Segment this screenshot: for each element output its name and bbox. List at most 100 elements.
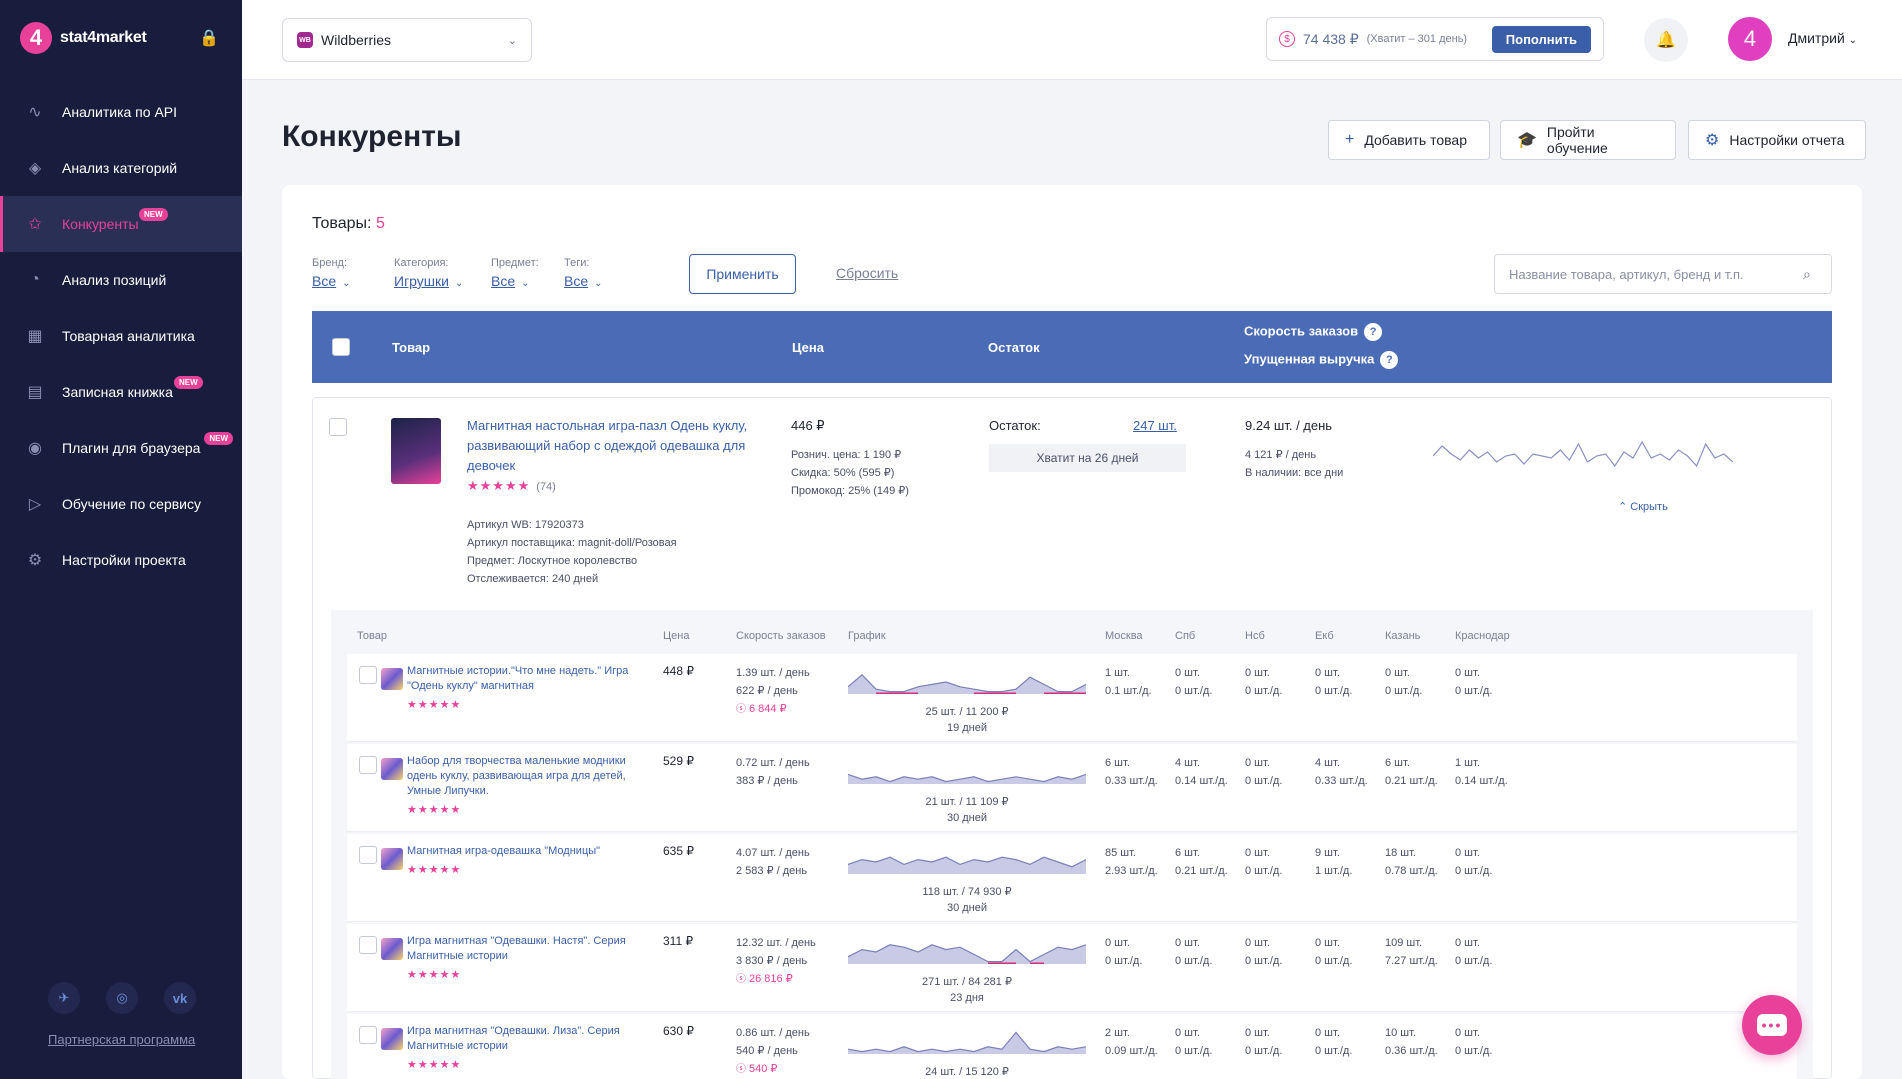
th-price[interactable]: Цена [792,340,824,355]
sub-th-graph: График [848,630,886,642]
meta-line: Отслеживается: 240 дней [467,573,599,585]
vk-icon[interactable]: vk [164,982,196,1014]
city-cell: 0 шт. 0 шт./д. [1315,1024,1352,1060]
competitor-image[interactable] [381,938,403,960]
competitor-name[interactable]: Магнитная игра-одевашка "Модницы" [407,845,601,857]
th-stock[interactable]: Остаток [988,340,1040,355]
lock-icon[interactable]: 🔒 [199,30,219,47]
city-cell: 10 шт. 0.36 шт./д. [1385,1024,1438,1060]
competitor-name[interactable]: Набор для творчества маленькие модники о… [407,755,626,797]
telegram-icon[interactable]: ✈ [48,982,80,1014]
speed-value: 0.72 шт. / день [736,757,810,769]
filter-value-text: Все [312,273,337,289]
play-icon: ▷ [28,496,42,513]
instagram-icon[interactable]: ◎ [106,982,138,1014]
competitor-row[interactable]: Игра магнитная "Одевашки. Лиза". Серия М… [347,1014,1797,1079]
competitor-image[interactable] [381,668,403,690]
competitor-name[interactable]: Игра магнитная "Одевашки. Лиза". Серия М… [407,1025,620,1052]
city-count: 1 шт. [1455,757,1480,769]
competitor-row[interactable]: Магнитная игра-одевашка "Модницы" ★★★★★ 63… [347,834,1797,922]
filter-3[interactable]: Теги: Все ⌄ [564,257,603,289]
sub-th-speed: Скорость заказов [736,630,826,642]
bell-icon[interactable]: 🔔 [1644,18,1688,62]
sidebar-item-0[interactable]: ∿ Аналитика по API [0,84,242,140]
partner-program-link[interactable]: Партнерская программа [48,1032,196,1047]
products-label: Товары: [312,215,372,232]
action-button-1[interactable]: 🎓 Пройти обучение [1500,120,1676,160]
sidebar-item-4[interactable]: ▦ Товарная аналитика [0,308,242,364]
sidebar-item-6[interactable]: ◉ Плагин для браузера NEW [0,420,242,476]
product-image[interactable] [391,418,441,484]
products-number: 5 [375,215,385,232]
competitor-checkbox[interactable] [359,846,377,864]
city-cell: 0 шт. 0 шт./д. [1245,844,1282,880]
competitor-row[interactable]: Игра магнитная "Одевашки. Настя". Серия … [347,924,1797,1012]
competitor-row[interactable]: Набор для творчества маленькие модники о… [347,744,1797,832]
product-checkbox[interactable] [329,418,347,436]
competitor-checkbox[interactable] [359,666,377,684]
filter-2[interactable]: Предмет: Все ⌄ [491,257,539,289]
help-icon[interactable]: ? [1380,351,1399,369]
th-product[interactable]: Товар [392,340,431,355]
sparkline-line [848,1031,1086,1053]
action-button-2[interactable]: ⚙ Настройки отчета [1688,120,1866,160]
city-cell: 0 шт. 0 шт./д. [1385,664,1422,700]
sidebar-item-7[interactable]: ▷ Обучение по сервису [0,476,242,532]
competitor-checkbox[interactable] [359,936,377,954]
hide-toggle[interactable]: ⌃ Скрыть [1618,501,1668,513]
competitor-row[interactable]: Магнитные истории."Что мне надеть." Игра… [347,654,1797,742]
sidebar-item-2[interactable]: ✩ Конкуренты NEW [0,196,242,252]
logo[interactable]: 4 stat4market [20,22,147,54]
competitor-rating: ★★★★★ [407,699,462,711]
competitor-checkbox[interactable] [359,1026,377,1044]
filter-value[interactable]: Все ⌄ [312,273,351,289]
chat-button[interactable]: ••• [1742,995,1802,1055]
competitor-price: 311 ₽ [663,934,694,948]
chevron-down-icon: ⌄ [342,278,351,289]
hide-label: Скрыть [1630,501,1668,513]
competitor-name[interactable]: Игра магнитная "Одевашки. Настя". Серия … [407,935,626,962]
revenue-value: 2 583 ₽ / день [736,865,808,877]
sidebar-item-5[interactable]: ▤ Записная книжка NEW [0,364,242,420]
city-count: 0 шт. [1315,667,1340,679]
search-input[interactable] [1494,254,1832,294]
sidebar-nav: ∿ Аналитика по API ◈ Анализ категорий ✩ Конку… [0,84,242,588]
competitor-sparkline [848,673,1086,694]
th-lost-revenue[interactable]: Упущенная выручка? [1244,351,1399,369]
competitor-image[interactable] [381,848,403,870]
competitor-image[interactable] [381,758,403,780]
stock-value[interactable]: 247 шт. [1133,418,1177,433]
sidebar-item-3[interactable]: ◔ Анализ позиций [0,252,242,308]
avatar[interactable]: 4 [1728,17,1772,61]
search-icon[interactable]: ⌕ [1803,266,1811,282]
filter-0[interactable]: Бренд: Все ⌄ [312,257,351,289]
action-button-0[interactable]: + Добавить товар [1328,120,1490,160]
competitor-checkbox[interactable] [359,756,377,774]
filter-value[interactable]: Все ⌄ [491,273,539,289]
apply-button[interactable]: Применить [689,254,796,294]
gear-icon: ⚙ [27,552,43,569]
competitors-subtable: Товар Цена Скорость заказов График Москв… [331,610,1813,1079]
select-all-checkbox[interactable] [332,338,350,356]
reset-link[interactable]: Сбросить [836,265,899,281]
competitor-name[interactable]: Магнитные истории."Что мне надеть." Игра… [407,665,629,692]
sidebar-item-1[interactable]: ◈ Анализ категорий [0,140,242,196]
topup-button[interactable]: Пополнить [1491,25,1591,53]
chrome-icon: ◉ [28,440,42,457]
marketplace-select[interactable]: WB Wildberries ⌄ [282,18,532,62]
user-menu[interactable]: Дмитрий ⌄ [1788,30,1857,46]
city-count: 9 шт. [1315,847,1340,859]
competitor-image[interactable] [381,1028,403,1050]
filter-1[interactable]: Категория: Игрушки ⌄ [394,257,463,289]
city-rate: 0.33 шт./д. [1315,775,1368,787]
product-name[interactable]: Магнитная настольная игра-пазл Одень кук… [467,416,757,497]
help-icon[interactable]: ? [1364,323,1383,341]
sparkline-line [848,773,1086,783]
th-speed[interactable]: Скорость заказов? [1244,323,1383,341]
city-rate: 0.14 шт./д. [1175,775,1228,787]
speed-detail: В наличии: все дни [1245,467,1344,479]
sidebar-item-8[interactable]: ⚙ Настройки проекта [0,532,242,588]
filter-value[interactable]: Игрушки ⌄ [394,273,463,289]
filter-value[interactable]: Все ⌄ [564,273,603,289]
stock-label: Остаток: [989,418,1041,433]
